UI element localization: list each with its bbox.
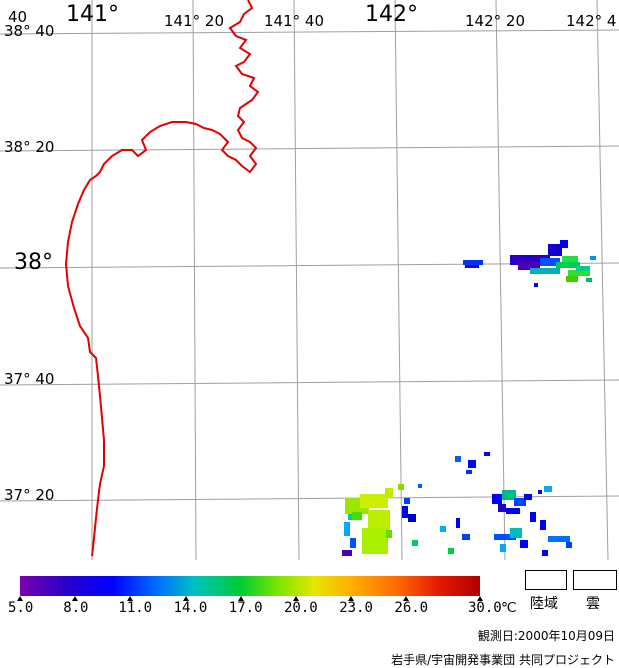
lon-label-141-40: 141° 40	[264, 12, 324, 30]
meridian-142-20	[495, 0, 506, 560]
colorbar-tick-mark	[403, 596, 410, 601]
observation-date: 観測日:2000年10月09日	[477, 629, 615, 643]
meridian-141-40	[293, 0, 300, 560]
lat-label-38-20: 38° 20	[4, 138, 55, 156]
parallel-37-40	[0, 379, 619, 386]
colorbar-tick-label: 23.0	[339, 600, 373, 616]
land-legend-label: 陸域	[530, 596, 558, 612]
parallel-38-20	[0, 145, 619, 152]
project-credit: 岩手県/宇宙開発事業団 共同プロジェクト	[391, 653, 615, 667]
colorbar-tick-label: 8.0	[63, 600, 89, 616]
lon-label-141-00: 141°	[66, 2, 119, 27]
colorbar-tick-mark	[348, 596, 355, 601]
sst-pixels	[342, 240, 596, 556]
corner-label: 40	[8, 8, 28, 26]
colorbar-tick-label: 30.0	[468, 600, 502, 616]
sst-map	[0, 0, 619, 560]
lon-label-142-20: 142° 20	[465, 12, 525, 30]
graticule	[0, 0, 619, 560]
meridian-142-00	[394, 0, 403, 560]
colorbar-tick-mark	[237, 596, 244, 601]
meridian-141-20	[192, 0, 197, 560]
lon-label-141-20: 141° 20	[164, 12, 224, 30]
temperature-colorbar	[20, 576, 480, 596]
land-legend-swatch	[525, 570, 567, 590]
colorbar-tick-mark	[477, 596, 483, 601]
coastline	[64, 0, 260, 557]
colorbar-tick-mark	[17, 596, 23, 601]
colorbar-unit: ℃	[501, 600, 517, 616]
cloud-legend-swatch	[573, 570, 617, 590]
colorbar-tick-label: 5.0	[8, 600, 34, 616]
meridian-142-40	[596, 0, 609, 560]
colorbar-tick-mark	[293, 596, 299, 601]
parallel-38-40	[0, 29, 619, 35]
cloud-legend-label: 雲	[586, 596, 600, 612]
lat-label-38-40: 38° 40	[4, 22, 55, 40]
colorbar-tick-mark	[127, 596, 134, 601]
lon-label-142-40: 142° 4	[566, 12, 617, 30]
lat-label-38-00: 38°	[14, 250, 53, 275]
colorbar-tick-label: 17.0	[228, 600, 263, 616]
lon-label-142-00: 142°	[365, 2, 418, 27]
colorbar-tick-label: 20.0	[284, 600, 318, 616]
colorbar-tick-mark	[72, 596, 79, 601]
colorbar-tick-mark	[182, 596, 189, 601]
lat-label-37-20: 37° 20	[4, 486, 55, 504]
colorbar-tick-label: 14.0	[173, 600, 208, 616]
colorbar-tick-label: 11.0	[118, 600, 153, 616]
lat-label-37-40: 37° 40	[4, 370, 55, 388]
colorbar-tick-label: 26.0	[394, 600, 429, 616]
